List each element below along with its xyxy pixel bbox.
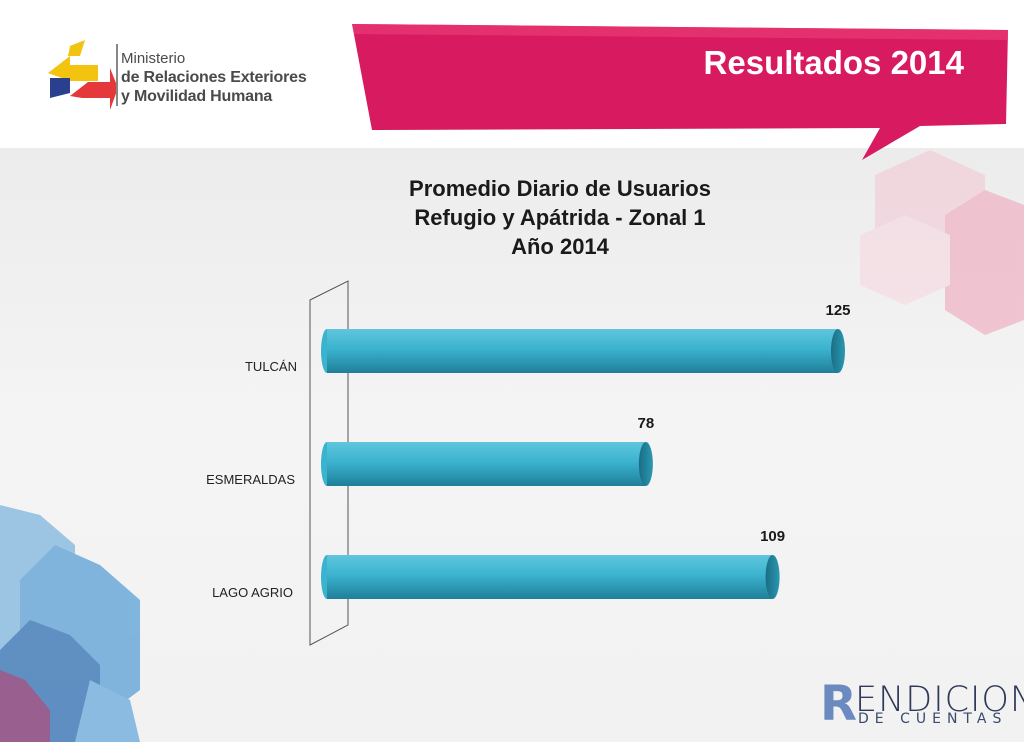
category-label: ESMERALDAS: [206, 472, 295, 487]
bar-body: [327, 329, 838, 373]
rendicion-logo-line-2: DE CUENTAS: [858, 711, 1008, 727]
category-label: TULCÁN: [245, 359, 297, 374]
chart-title: Promedio Diario de Usuarios Refugio y Ap…: [330, 174, 790, 261]
bar-1: [321, 329, 845, 373]
category-label: LAGO AGRIO: [212, 585, 293, 600]
chart-title-line-1: Promedio Diario de Usuarios: [409, 176, 711, 201]
data-label: 125: [825, 302, 850, 319]
bar-end-cap: [831, 329, 845, 373]
rendicion-logo-r: R: [820, 676, 857, 732]
ministry-logo-text: Ministerio de Relaciones Exteriores y Mo…: [121, 49, 307, 106]
logo-divider: [116, 44, 118, 106]
axis-wall: [309, 280, 349, 646]
bar-end-cap: [765, 555, 780, 599]
data-label: 109: [760, 528, 785, 545]
logo-line-2: de Relaciones Exteriores: [121, 69, 307, 86]
bar-2: [321, 442, 653, 486]
chart-title-line-3: Año 2014: [511, 234, 609, 259]
chart-title-line-2: Refugio y Apátrida - Zonal 1: [414, 205, 706, 230]
rendicion-logo-line-1: ENDICION: [855, 680, 1024, 720]
bar-3: [321, 555, 780, 599]
ministry-logo-icon: [48, 40, 118, 110]
bar-body: [327, 442, 646, 486]
banner-title: Resultados 2014: [703, 44, 964, 81]
bar-body: [327, 555, 773, 599]
logo-line-3: y Movilidad Humana: [121, 88, 273, 105]
bar-end-cap: [638, 442, 653, 486]
logo-line-1: Ministerio: [121, 50, 186, 67]
title-banner: [352, 24, 1008, 160]
data-label: 78: [638, 415, 655, 432]
